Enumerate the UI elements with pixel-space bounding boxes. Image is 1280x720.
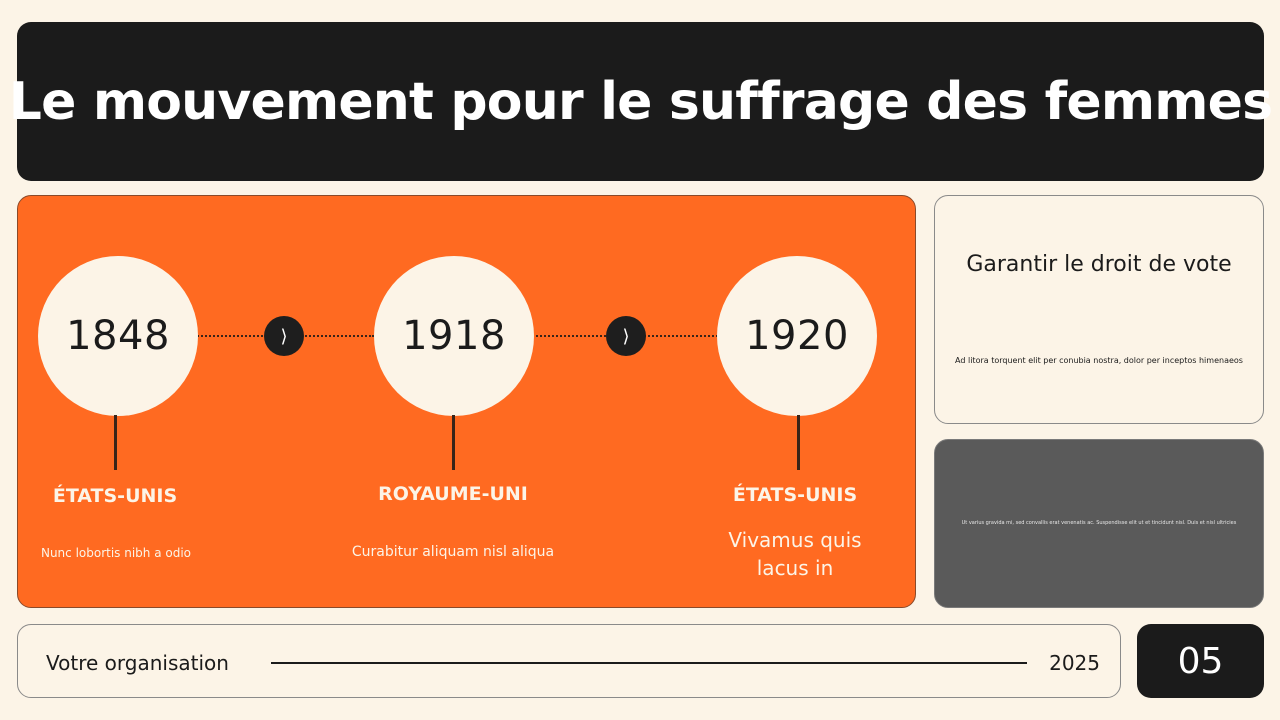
page-number-box: 05 <box>1137 624 1264 698</box>
card-heading: Garantir le droit de vote <box>966 252 1232 277</box>
timeline-country: ROYAUME-UNI <box>378 483 528 505</box>
gray-card: Ut varius gravida mi, sed convallis erat… <box>934 439 1264 608</box>
timeline-description: Curabitur aliquam nisl aliqua <box>351 544 555 560</box>
info-card: Garantir le droit de vote Ad litora torq… <box>934 195 1264 424</box>
year-circle-1848: 1848 <box>38 256 198 416</box>
timeline-panel: 1848 1918 1920 ⟩ ⟩ ÉTATS-UNIS ROYAUME-UN… <box>17 195 916 608</box>
timeline-stem <box>452 415 455 470</box>
title-bar: Le mouvement pour le suffrage des femmes <box>9 22 1273 181</box>
card-text: Ad litora torquent elit per conubia nost… <box>955 356 1243 365</box>
organization-name: Votre organisation <box>46 651 229 675</box>
timeline-description: Nunc lobortis nibh a odio <box>40 546 192 560</box>
page-number: 05 <box>1177 640 1224 682</box>
chevron-right-icon: ⟩ <box>606 316 646 356</box>
footer: Votre organisation 2025 <box>17 624 1121 698</box>
timeline-description: Vivamus quis lacus in <box>728 528 862 580</box>
page-title: Le mouvement pour le suffrage des femmes <box>8 71 1273 132</box>
footer-year: 2025 <box>1049 651 1100 675</box>
timeline-stem <box>114 415 117 470</box>
card-text: Ut varius gravida mi, sed convallis erat… <box>961 520 1237 526</box>
footer-divider <box>271 662 1027 664</box>
timeline-year: 1848 <box>66 313 170 359</box>
timeline-year: 1920 <box>745 313 849 359</box>
chevron-right-icon: ⟩ <box>264 316 304 356</box>
timeline-year: 1918 <box>402 313 506 359</box>
year-circle-1918: 1918 <box>374 256 534 416</box>
timeline-country: ÉTATS-UNIS <box>732 484 858 506</box>
timeline-country: ÉTATS-UNIS <box>52 485 178 507</box>
timeline-stem <box>797 415 800 470</box>
year-circle-1920: 1920 <box>717 256 877 416</box>
